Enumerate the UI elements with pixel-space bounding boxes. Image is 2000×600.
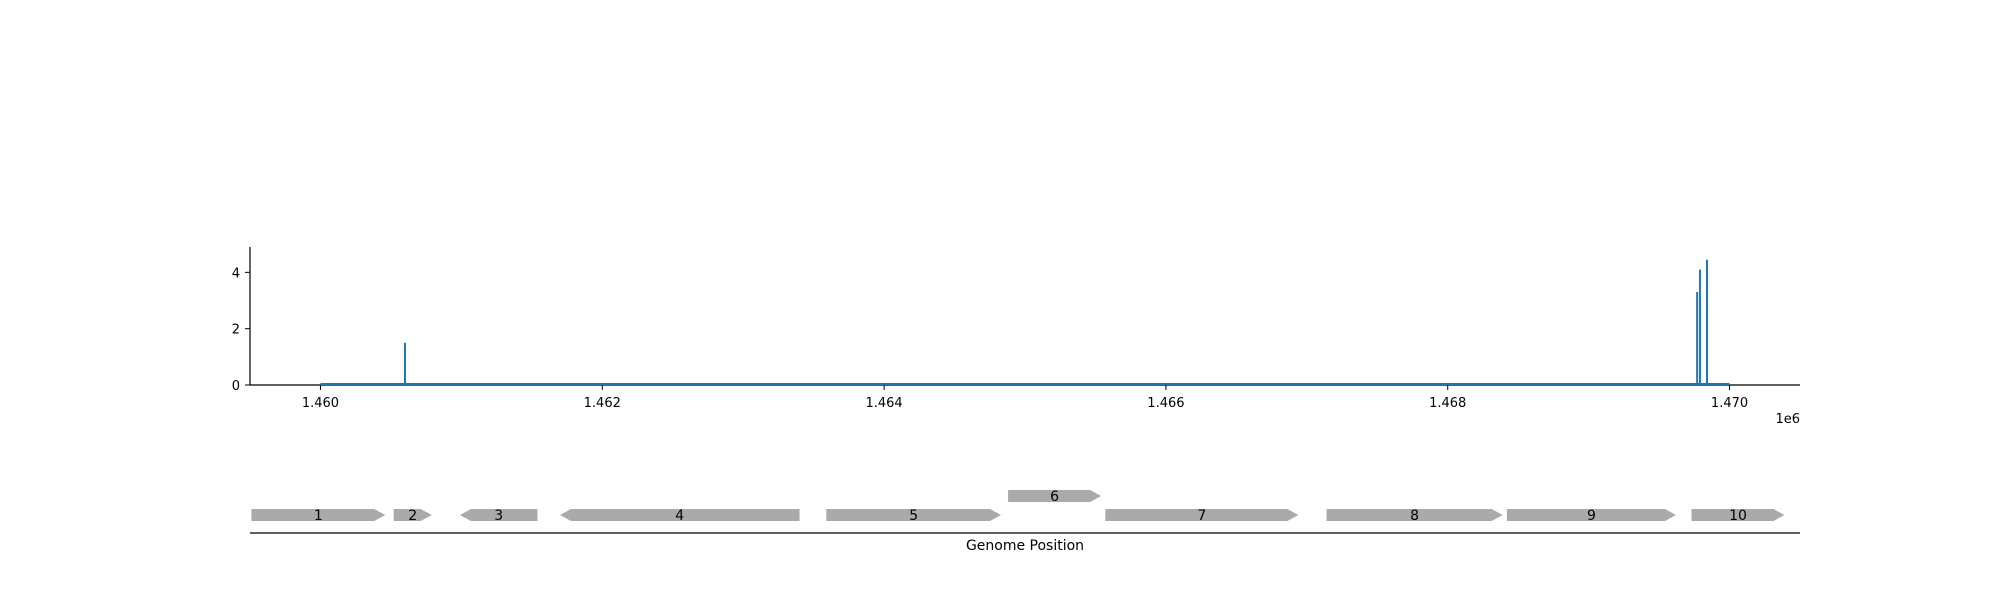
gene-arrows: 1 2 3 4 5 6 7 8 9 10 [251, 489, 1785, 524]
gene-track-xlabel: Genome Position [966, 538, 1084, 554]
x-tick-label: 1.466 [1147, 396, 1184, 411]
y-ticks: 0 2 4 [232, 266, 250, 394]
gene-arrow [1506, 509, 1676, 521]
gene-arrow [1008, 490, 1102, 502]
gene-label: 5 [909, 508, 918, 524]
gene-label: 7 [1197, 508, 1206, 524]
coverage-marks [320, 259, 1730, 385]
y-tick-label: 0 [232, 379, 240, 394]
gene-track: 1 2 3 4 5 6 7 8 9 10 Genome Position [250, 489, 1800, 554]
gene-label: 6 [1050, 489, 1059, 505]
gene-arrow [1105, 509, 1299, 521]
gene-arrow [459, 509, 538, 521]
gene-label: 2 [408, 508, 417, 524]
gene-arrow [393, 509, 432, 521]
x-tick-label: 1.470 [1711, 396, 1748, 411]
gene-label: 10 [1729, 508, 1747, 524]
gene-label: 1 [314, 508, 323, 524]
x-tick-label: 1.462 [584, 396, 621, 411]
gene-label: 3 [494, 508, 503, 524]
gene-arrow [1326, 509, 1503, 521]
x-tick-label: 1.460 [302, 396, 339, 411]
gene-arrow [826, 509, 1002, 521]
gene-label: 9 [1587, 508, 1596, 524]
coverage-plot: 0 2 4 1.460 1.462 1.464 1.466 1.468 1.470 1e6 [232, 247, 1800, 427]
gene-arrow [251, 509, 386, 521]
x-tick-label: 1.468 [1429, 396, 1466, 411]
x-tick-label: 1.464 [865, 396, 902, 411]
gene-arrow [1691, 509, 1785, 521]
x-offset-label: 1e6 [1775, 412, 1800, 427]
y-tick-label: 4 [232, 266, 240, 281]
x-ticks: 1.460 1.462 1.464 1.466 1.468 1.470 [302, 385, 1748, 411]
gene-label: 8 [1410, 508, 1419, 524]
y-tick-label: 2 [232, 323, 240, 338]
gene-label: 4 [675, 508, 684, 524]
gene-arrow [560, 509, 800, 521]
